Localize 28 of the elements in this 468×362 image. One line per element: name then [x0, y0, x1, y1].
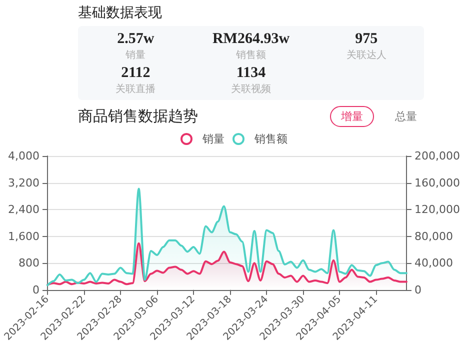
- y-tick-label: 4,000: [8, 150, 40, 162]
- text: 关联视频: [230, 82, 272, 96]
- chart-title: 商品销售数据趋势: [78, 106, 199, 126]
- text: 基础数据表现: [78, 4, 163, 22]
- text: 1134: [235, 64, 267, 82]
- text: 关联直播: [114, 82, 157, 96]
- text: RM264.93w: [211, 30, 291, 48]
- y-tick-label: 1,600: [8, 230, 40, 243]
- y-tick-label: 2,400: [8, 203, 40, 216]
- text: 关联达人: [345, 48, 388, 62]
- y2-tick-label: 40,000: [414, 256, 454, 270]
- legend-label: 销售额: [254, 132, 288, 146]
- text: 975: [354, 30, 379, 48]
- text: 2112: [120, 64, 152, 82]
- y2-tick-label: 0: [414, 283, 422, 296]
- legend-label: 销量: [202, 132, 224, 146]
- text: 总量: [394, 108, 418, 124]
- y2-tick-label: 80,000: [414, 230, 454, 243]
- y-tick-label: 800: [18, 256, 40, 270]
- y-tick-label: 3,200: [8, 176, 40, 190]
- y2-tick-label: 120,000: [414, 203, 460, 216]
- y2-tick-label: 160,000: [414, 176, 460, 190]
- text: 销量: [124, 49, 147, 62]
- y2-tick-label: 200,000: [414, 150, 460, 162]
- y-tick-label: 0: [32, 283, 40, 296]
- text: 增量: [330, 106, 374, 126]
- text: 销售额: [234, 48, 267, 62]
- text: 2.57w: [116, 30, 156, 48]
